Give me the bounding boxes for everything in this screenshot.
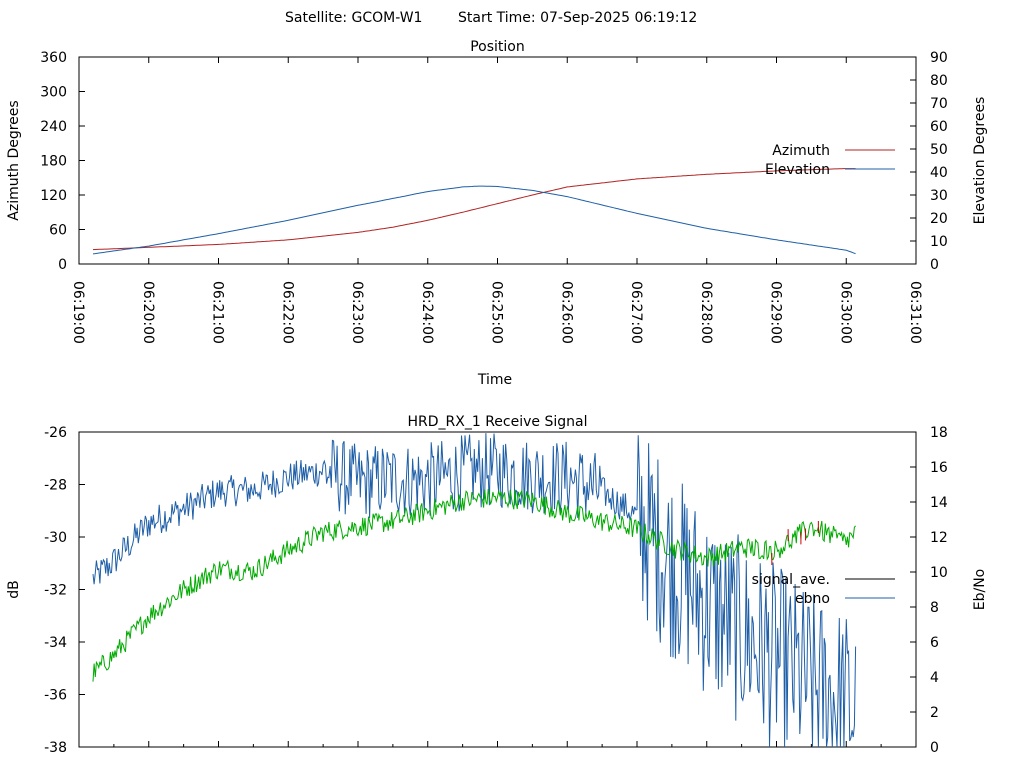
chart-title: Position xyxy=(470,39,525,55)
x-tick-label: 06:19:00 xyxy=(70,281,86,344)
left-tick-label: -28 xyxy=(44,478,67,494)
start-time-label: Start Time: 07-Sep-2025 06:19:12 xyxy=(458,10,697,26)
legend-label-ebno: ebno xyxy=(795,591,830,607)
right-tick-label: 50 xyxy=(930,142,948,158)
right-tick-label: 90 xyxy=(930,50,948,66)
right-axis-label: Eb/No xyxy=(972,569,988,611)
x-tick-label: 06:20:00 xyxy=(140,281,156,344)
left-tick-label: 300 xyxy=(40,85,67,101)
right-tick-label: 0 xyxy=(930,740,939,756)
right-tick-label: 80 xyxy=(930,73,948,89)
left-tick-label: 240 xyxy=(40,119,67,135)
x-tick-label: 06:28:00 xyxy=(698,281,714,344)
x-tick-label: 06:30:00 xyxy=(837,281,853,344)
right-tick-label: 4 xyxy=(930,670,939,686)
receive-signal-chart: HRD_RX_1 Receive Signal -38 -36 -34 -32 -30 -2… xyxy=(6,414,988,756)
x-tick-label: 06:27:00 xyxy=(628,281,644,344)
x-tick-label: 06:25:00 xyxy=(489,281,505,344)
left-axis-label: Azimuth Degrees xyxy=(6,100,22,220)
legend-label-azimuth: Azimuth xyxy=(772,143,830,159)
satellite-label: Satellite: GCOM-W1 xyxy=(285,10,422,26)
plot-frame xyxy=(78,56,917,265)
left-tick-label: 60 xyxy=(49,223,67,239)
right-tick-label: 0 xyxy=(930,257,939,273)
left-tick-label: -36 xyxy=(44,688,67,704)
left-tick-label: 180 xyxy=(40,154,67,170)
right-tick-label: 10 xyxy=(930,565,948,581)
chart-title: HRD_RX_1 Receive Signal xyxy=(408,414,588,430)
left-tick-label: -26 xyxy=(44,425,67,441)
right-tick-label: 20 xyxy=(930,211,948,227)
legend-label-signal-ave: signal_ave. xyxy=(752,572,830,588)
right-tick-label: 40 xyxy=(930,165,948,181)
right-tick-label: 14 xyxy=(930,495,948,511)
series-line-ebno xyxy=(92,433,857,748)
left-tick-label: -34 xyxy=(44,635,67,651)
x-tick-label: 06:24:00 xyxy=(419,281,435,344)
left-tick-label: 0 xyxy=(58,257,67,273)
series-line-azimuth xyxy=(92,168,856,251)
right-tick-label: 2 xyxy=(930,705,939,721)
right-axis-label: Elevation Degrees xyxy=(972,97,988,225)
left-tick-label: -32 xyxy=(44,583,67,599)
right-tick-label: 8 xyxy=(930,600,939,616)
x-tick-label: 06:31:00 xyxy=(907,281,923,344)
left-tick-label: -30 xyxy=(44,530,67,546)
left-axis-label: dB xyxy=(6,580,22,599)
right-tick-label: 60 xyxy=(930,119,948,135)
left-tick-label: 360 xyxy=(40,50,67,66)
right-tick-label: 6 xyxy=(930,635,939,651)
series-line-elevation xyxy=(92,185,856,255)
right-tick-label: 30 xyxy=(930,188,948,204)
x-tick-label: 06:29:00 xyxy=(768,281,784,344)
x-tick-label: 06:22:00 xyxy=(279,281,295,344)
x-tick-label: 06:23:00 xyxy=(349,281,365,344)
left-tick-label: -38 xyxy=(44,740,67,756)
right-tick-label: 18 xyxy=(930,425,948,441)
right-tick-label: 16 xyxy=(930,460,948,476)
legend-label-elevation: Elevation xyxy=(765,162,830,178)
right-tick-label: 10 xyxy=(930,234,948,250)
right-tick-label: 12 xyxy=(930,530,948,546)
x-tick-label: 06:21:00 xyxy=(210,281,226,344)
position-chart: Position 0 60 120 180 240 300 360 0 10 20 30 40 50 60 7… xyxy=(6,39,988,388)
right-tick-label: 70 xyxy=(930,96,948,112)
series-line-signal-ave xyxy=(92,488,856,682)
x-tick-label: 06:26:00 xyxy=(558,281,574,344)
x-axis-label: Time xyxy=(477,372,512,388)
left-tick-label: 120 xyxy=(40,188,67,204)
